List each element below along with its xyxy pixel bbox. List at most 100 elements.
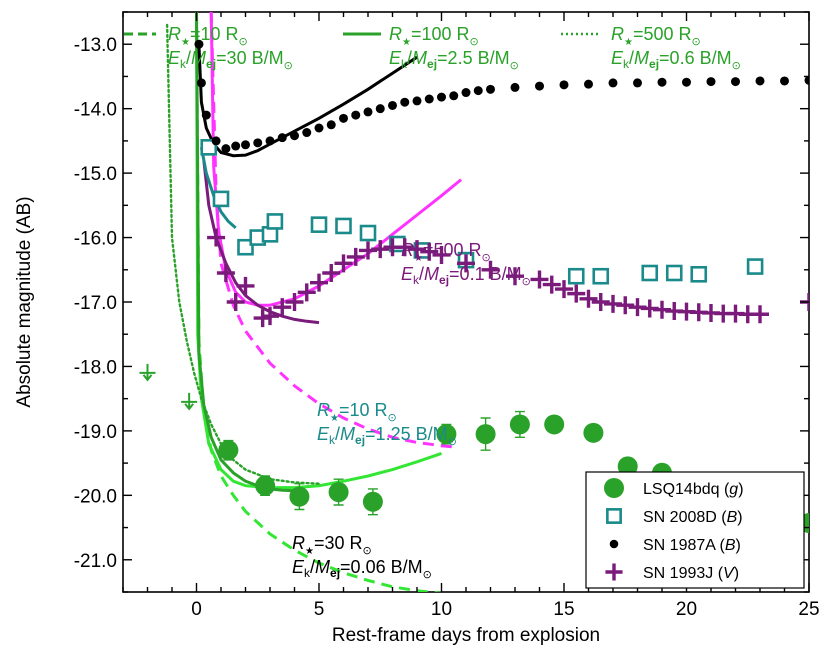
annotation-radius: R★=10 R⊙ [317, 400, 397, 424]
energy-value: =2.5 B/M [437, 48, 510, 68]
data-point-sn1993j [334, 254, 353, 273]
energy-value: =0.6 B/M [659, 48, 732, 68]
data-point-sn2008d [592, 267, 610, 285]
data-point-sn1987a [221, 144, 231, 154]
data-point-sn1987a [449, 91, 459, 101]
data-point-sn2008d [310, 216, 328, 233]
x-tick-label: 25 [798, 599, 819, 620]
annotation-energy: Ek/Mej=2.5 B/M⊙ [389, 48, 519, 72]
data-point-sn2008d [567, 267, 585, 285]
legend-entry: SN 2008D (B) [606, 508, 743, 526]
legend-band: B [725, 537, 736, 554]
mass-symbol: M [340, 424, 355, 444]
y-tick-label: -19.0 [74, 422, 117, 443]
data-point-lsq14bdq [436, 424, 457, 445]
data-point-sn1993j [481, 260, 500, 279]
data-point-sn1987a [706, 77, 716, 87]
slash: / [629, 48, 634, 68]
sun-subscript: ⊙ [470, 36, 479, 48]
annotation-energy: Ek/Mej=0.6 B/M⊙ [611, 48, 741, 72]
energy-subscript: k [413, 273, 420, 287]
energy-value: =1.25 B/M [365, 424, 448, 444]
y-tick-label: -14.0 [74, 100, 117, 121]
legend-name: LSQ14bdq ( [643, 481, 730, 498]
energy-subscript: k [304, 566, 311, 580]
data-point-sn1993j [322, 264, 341, 282]
annotation-radius: R★=100 R⊙ [389, 24, 479, 48]
legend-band: g [729, 481, 738, 498]
annotation-energy: Ek/Mej=0.1 B/M⊙ [401, 264, 531, 288]
energy-subscript: k [180, 57, 187, 71]
annotation-radius: R★=10 R⊙ [168, 24, 248, 48]
data-point-sn1987a [780, 76, 789, 86]
data-point-sn1993j [236, 276, 255, 295]
data-point-lsq14bdq [509, 414, 530, 435]
data-point-sn1993j [297, 283, 316, 302]
annotation-a2: R★=100 R⊙Ek/Mej=2.5 B/M⊙ [343, 24, 519, 72]
energy-subscript: k [623, 57, 630, 71]
model-curve [195, 12, 442, 592]
data-point-sn1987a [194, 39, 204, 49]
data-point-sn1993j [751, 305, 769, 324]
data-point-sn1987a [461, 88, 471, 98]
mass-subscript: ej [206, 57, 216, 71]
sun-subscript: ⊙ [692, 36, 701, 48]
data-point-sn1987a [363, 107, 373, 117]
legend-label: SN 2008D (B) [643, 509, 743, 526]
slash: / [335, 424, 340, 444]
legend-label: LSQ14bdq (g) [643, 481, 744, 498]
star-subscript: ★ [181, 37, 190, 48]
data-points [139, 39, 809, 534]
data-point-sn1987a [265, 136, 275, 146]
energy-subscript: k [401, 57, 408, 71]
data-point-sn1993j [310, 273, 328, 292]
data-point-lsq14bdq [255, 475, 276, 496]
data-point-sn1987a [412, 96, 422, 106]
legend-band: B [727, 509, 738, 526]
data-point-sn1987a [351, 110, 361, 120]
radius-value: =30 R [314, 533, 363, 553]
sun-subscript: ⊙ [522, 276, 531, 288]
annotation-radius: R★=30 R⊙ [292, 533, 372, 557]
data-point-sn1987a [682, 77, 691, 87]
mass-subscript: ej [355, 433, 365, 447]
mass-subscript: ej [330, 566, 340, 580]
data-point-sn2008d [200, 139, 218, 156]
data-point-sn1993j [420, 242, 439, 261]
sun-subscript: ⊙ [388, 412, 397, 424]
data-point-sn1987a [253, 138, 263, 148]
radius-value: =100 R [411, 24, 470, 44]
data-point-sn1987a [633, 78, 642, 88]
legend-close: ) [738, 481, 743, 498]
legend-entry: SN 1987A (B) [609, 537, 741, 554]
star-subscript: ★ [402, 37, 411, 48]
data-point-sn1987a [486, 84, 495, 94]
radius-symbol: R [401, 240, 414, 260]
data-point-lsq14bdq [544, 414, 565, 435]
annotation-a4: R★=500 R⊙Ek/Mej=0.1 B/M⊙ [401, 240, 531, 288]
slash: / [407, 48, 412, 68]
data-point-lsq14bdq [617, 456, 638, 477]
data-point-upper-limit [181, 392, 198, 411]
sun-subscript: ⊙ [363, 545, 372, 557]
mass-symbol: M [412, 48, 427, 68]
data-point-sn1993j [216, 264, 235, 282]
star-subscript: ★ [305, 546, 314, 557]
data-point-sn2008d [335, 217, 352, 235]
data-point-upper-limit [139, 363, 156, 382]
data-point-sn1987a [510, 82, 520, 92]
data-point-sn2008d [606, 508, 622, 524]
data-point-sn2008d [665, 264, 683, 282]
legend-name: SN 1987A ( [643, 537, 726, 554]
data-point-sn1987a [400, 97, 410, 107]
legend-name: SN 1993J ( [643, 565, 724, 582]
annotation-a3: R★=500 R⊙Ek/Mej=0.6 B/M⊙ [561, 24, 741, 72]
data-point-sn1993j [395, 238, 414, 257]
legend-entry: LSQ14bdq (g) [604, 478, 744, 498]
annotation-energy: Ek/Mej=30 B/M⊙ [168, 48, 293, 72]
energy-subscript: k [329, 433, 336, 447]
slash: / [310, 557, 315, 577]
data-point-sn2008d [690, 265, 708, 283]
data-point-sn1993j [273, 298, 292, 317]
data-point-sn1987a [609, 539, 619, 549]
